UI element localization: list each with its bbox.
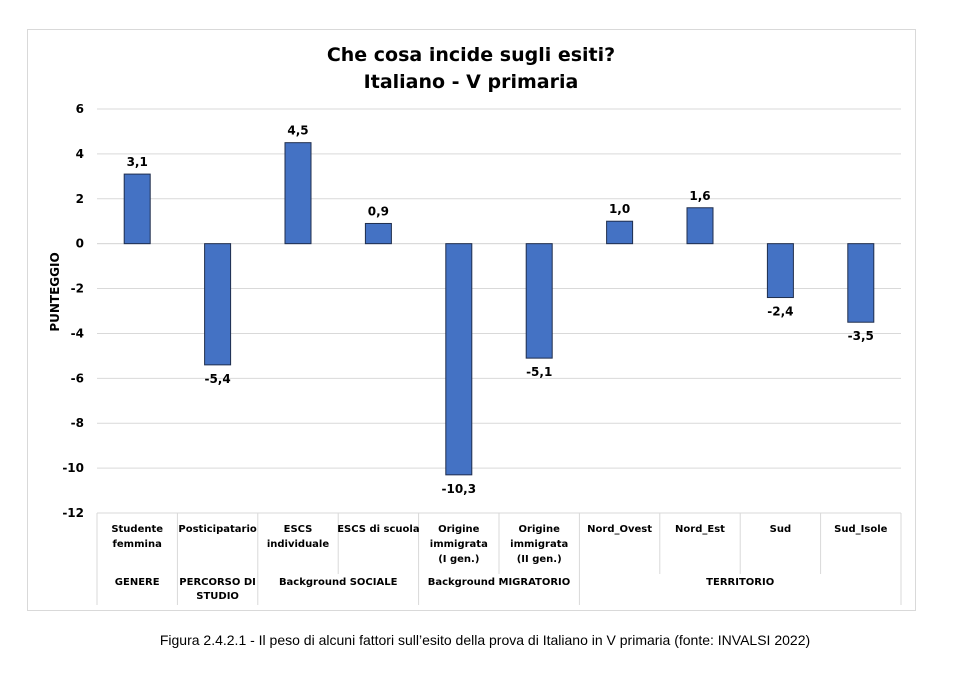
group-label: Background MIGRATORIO bbox=[428, 577, 571, 588]
chart-title: Che cosa incide sugli esiti? bbox=[327, 44, 615, 66]
bar bbox=[204, 243, 232, 366]
y-tick-label: 6 bbox=[76, 102, 84, 116]
bar bbox=[284, 142, 312, 245]
data-label: 1,6 bbox=[689, 189, 710, 203]
category-label: Studente femmina bbox=[111, 524, 163, 550]
figure-caption: Figura 2.4.2.1 - Il peso di alcuni fatto… bbox=[159, 632, 811, 648]
group-labels: GENERE PERCORSO DI STUDIO Background SOCIAL… bbox=[115, 577, 774, 602]
bar bbox=[766, 243, 794, 299]
category-table bbox=[96, 512, 902, 605]
y-tick-label: 2 bbox=[76, 192, 84, 206]
data-label: -2,4 bbox=[767, 305, 793, 319]
bar bbox=[525, 243, 553, 359]
bar bbox=[606, 220, 634, 245]
data-label: -5,4 bbox=[204, 372, 230, 386]
data-label: 1,0 bbox=[609, 202, 630, 216]
bar-chart: Che cosa incide sugli esiti? Italiano - … bbox=[48, 44, 902, 605]
bar bbox=[847, 243, 875, 323]
y-tick-label: -4 bbox=[71, 326, 84, 340]
y-tick-label: -12 bbox=[62, 506, 84, 520]
bar bbox=[364, 222, 392, 245]
chart-subtitle: Italiano - V primaria bbox=[364, 71, 579, 93]
data-label: -10,3 bbox=[442, 482, 477, 496]
category-label: Sud bbox=[770, 524, 791, 535]
category-label: Origine immigrata (I gen.) bbox=[430, 524, 488, 565]
y-tick-label: -10 bbox=[62, 461, 84, 475]
data-label: -5,1 bbox=[526, 365, 552, 379]
category-labels: Studente femmina Posticipatario ESCS individ… bbox=[111, 524, 887, 565]
y-tick-label: -8 bbox=[71, 416, 84, 430]
y-axis-label: PUNTEGGIO bbox=[48, 252, 62, 331]
group-label: PERCORSO DI STUDIO bbox=[179, 577, 256, 602]
y-tick-label: 0 bbox=[76, 237, 84, 251]
group-label: Background SOCIALE bbox=[279, 577, 398, 588]
data-label: 4,5 bbox=[287, 124, 308, 138]
data-label: -3,5 bbox=[848, 329, 874, 343]
bars bbox=[123, 142, 875, 476]
category-label: Nord_Ovest bbox=[587, 524, 652, 535]
data-labels: 3,1 -5,4 4,5 0,9 -10,3 -5,1 1,0 1,6 -2,4 -3,5 bbox=[127, 124, 874, 496]
data-label: 3,1 bbox=[127, 155, 148, 169]
y-tick-label: 4 bbox=[76, 147, 84, 161]
y-tick-label: -2 bbox=[71, 282, 84, 296]
bar bbox=[686, 207, 714, 245]
bar bbox=[445, 243, 473, 476]
y-axis-ticks: 6 4 2 0 -2 -4 -6 -8 -10 -12 bbox=[62, 102, 84, 520]
y-tick-label: -6 bbox=[71, 371, 84, 385]
category-label: Origine immigrata (II gen.) bbox=[510, 524, 568, 565]
category-label: ESCS individuale bbox=[267, 524, 330, 550]
category-label: ESCS di scuola bbox=[337, 524, 419, 535]
group-label: TERRITORIO bbox=[706, 577, 774, 588]
category-label: Sud_Isole bbox=[834, 524, 887, 535]
category-label: Nord_Est bbox=[675, 524, 725, 535]
chart-area: Che cosa incide sugli esiti? Italiano - … bbox=[27, 29, 916, 611]
category-label: Posticipatario bbox=[178, 524, 257, 535]
bar bbox=[123, 173, 151, 245]
data-label: 0,9 bbox=[368, 204, 389, 218]
group-label: GENERE bbox=[115, 577, 160, 588]
